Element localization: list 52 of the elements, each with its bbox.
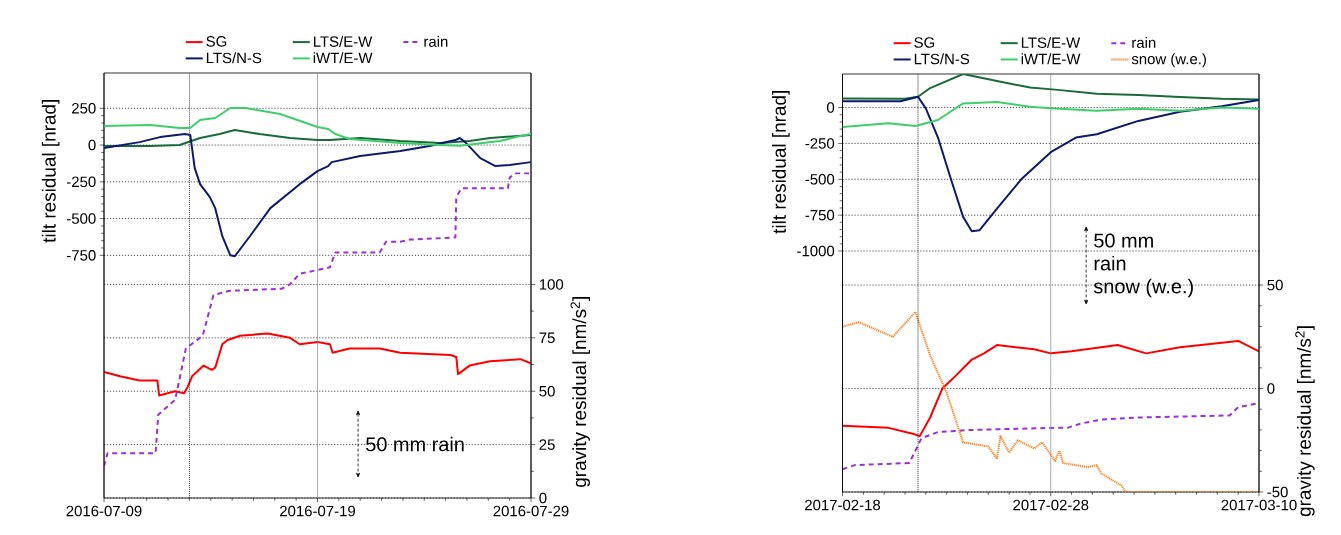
line-series <box>842 339 1260 438</box>
y-tick-label: 0 <box>88 139 96 151</box>
y-tick-label: -750 <box>66 250 96 261</box>
legend-label: iWT/E-W <box>313 52 373 64</box>
line-series <box>104 129 531 148</box>
y2-tick-label: -50 <box>1267 486 1288 498</box>
x-tick-label: 2017-03-10 <box>1221 499 1297 511</box>
line-series <box>104 106 531 147</box>
y-axis-title: tilt residual [nrad] <box>41 100 60 243</box>
annotation: rain <box>1094 255 1126 271</box>
line-series <box>842 310 1260 492</box>
line-series <box>842 73 1260 101</box>
y2-tick-label: 25 <box>539 439 555 450</box>
y2-tick-label: 75 <box>539 332 555 344</box>
y2-axis-title: gravity residual [nm/s$^{2}$] <box>570 297 590 487</box>
y-tick-label: -500 <box>805 173 835 185</box>
annotation: 50 mm rain <box>366 436 464 452</box>
legend-label: LTS/E-W <box>1021 37 1081 48</box>
legend-label: LTS/E-W <box>313 35 373 47</box>
y2-tick-label: 50 <box>539 385 555 397</box>
legend-label: iWT/E-W <box>1021 53 1081 65</box>
legend-label: snow (w.e.) <box>1131 53 1206 68</box>
y2-tick-label: 0 <box>1267 383 1275 394</box>
line-series <box>104 332 531 397</box>
legend-label: LTS/N-S <box>206 52 262 64</box>
legend-label: SG <box>914 37 935 48</box>
y-tick-label: -500 <box>66 213 96 224</box>
y2-tick-label: 0 <box>539 492 547 504</box>
legend-label: rain <box>424 35 448 47</box>
line-series <box>842 101 1260 129</box>
y-tick-label: 250 <box>72 102 96 114</box>
line-series <box>842 95 1260 233</box>
y-tick-label: -250 <box>805 138 835 149</box>
annotation: 50 mm <box>1094 233 1153 248</box>
legend-label: rain <box>1132 37 1156 48</box>
legend-label: SG <box>206 36 227 47</box>
x-tick-label: 2016-07-19 <box>280 505 355 517</box>
x-tick-label: 2016-07-29 <box>493 505 569 517</box>
x-tick-label: 2017-02-28 <box>1013 499 1089 511</box>
y2-tick-label: 50 <box>1267 279 1283 291</box>
y-tick-label: -250 <box>66 176 96 188</box>
y2-tick-label: 100 <box>539 279 564 290</box>
x-tick-label: 2016-07-09 <box>66 505 142 517</box>
legend-label: LTS/N-S <box>914 53 970 65</box>
line-series <box>104 133 531 258</box>
y-axis-title: tilt residual [nrad] <box>772 91 790 234</box>
y-tick-label: -750 <box>805 209 835 221</box>
x-tick-label: 2017-02-18 <box>805 499 881 511</box>
annotation: snow (w.e.) <box>1093 278 1193 298</box>
line-series <box>104 172 531 467</box>
y-tick-label: -1000 <box>797 245 835 257</box>
y-tick-label: 0 <box>827 102 835 113</box>
